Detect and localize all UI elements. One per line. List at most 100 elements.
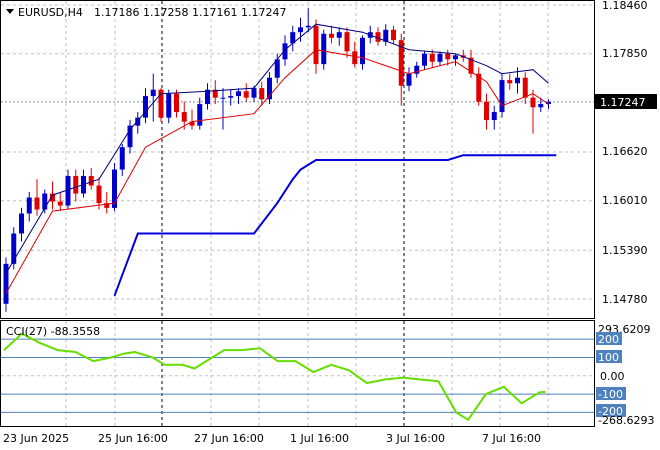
candle-body (383, 29, 389, 42)
candle-body (290, 32, 296, 44)
cci-title: CCI(27) -88.3558 (6, 325, 100, 338)
cci-zero-label: 0.00 (600, 370, 625, 383)
cci-level-label: -200 (598, 405, 623, 418)
cci-line (3, 332, 546, 422)
candle-body (321, 33, 327, 65)
candle-body (57, 201, 63, 206)
price-tick: 1.18460 (602, 0, 648, 12)
candle-body (50, 193, 55, 202)
cci-level-box (596, 350, 622, 363)
candle-body (34, 197, 40, 210)
candle-body (298, 27, 303, 33)
candle-body (429, 53, 435, 62)
candle-body (305, 25, 311, 28)
time-tick: 7 Jul 16:00 (482, 432, 541, 445)
candle-body (251, 88, 257, 98)
candle-body (181, 112, 187, 122)
candle-body (42, 193, 48, 210)
candle-body (546, 101, 551, 105)
candle-body (329, 33, 334, 38)
candle-body (243, 91, 249, 98)
candle-body (3, 263, 9, 304)
candle-body (96, 185, 102, 204)
candle-body (104, 203, 110, 208)
indicator-lines (5, 23, 557, 297)
candle-body (476, 73, 482, 102)
time-tick: 1 Jul 16:00 (290, 432, 349, 445)
candle-body (515, 77, 520, 84)
candle-body (166, 93, 172, 118)
candle-body (274, 59, 280, 78)
price-tick: 1.14780 (602, 293, 648, 306)
lower-band-line (5, 49, 549, 294)
candle-body (391, 29, 396, 41)
time-tick: 27 Jun 16:00 (194, 432, 264, 445)
candle-body (336, 32, 342, 38)
chart-symbol: EURUSD,H4 (18, 6, 83, 19)
cci-level-label: -100 (598, 388, 623, 401)
candle-body (259, 88, 265, 100)
candle-body (127, 125, 133, 148)
cci-level-label: 200 (598, 333, 619, 346)
candle-body (344, 32, 350, 52)
candle-body (375, 32, 381, 42)
candle-body (220, 97, 226, 99)
candle-body (135, 117, 141, 126)
time-tick: 3 Jul 16:00 (386, 432, 445, 445)
current-price-label: 1.17247 (600, 96, 646, 109)
candle-body (422, 53, 427, 66)
candle-body (522, 77, 528, 98)
candle-body (406, 73, 412, 86)
candle-body (491, 112, 497, 121)
candlestick-series[interactable] (3, 8, 552, 312)
price-tick: 1.16010 (602, 194, 648, 207)
candle-body (468, 57, 474, 74)
price-pane-frame (0, 0, 595, 319)
collapse-triangle-icon[interactable] (6, 9, 14, 14)
trailing-stop-line (113, 154, 557, 297)
candle-body (414, 65, 420, 74)
candle-body (112, 169, 117, 208)
ohlc-readout: 1.17186 1.17258 1.17161 1.17247 (94, 6, 286, 19)
cci-indicator (1, 332, 594, 422)
candle-body (205, 89, 210, 105)
candle-body (499, 80, 505, 113)
candle-body (236, 91, 241, 97)
price-tick: 1.16620 (602, 145, 648, 158)
cci-min-label: -268.6293 (598, 414, 654, 427)
cci-level-label: 100 (598, 351, 619, 364)
candle-body (143, 96, 148, 118)
candle-body (11, 233, 17, 264)
candle-body (282, 43, 288, 60)
candle-body (228, 96, 234, 98)
time-tick: 23 Jun 2025 (3, 432, 69, 445)
time-tick: 25 Jun 16:00 (98, 432, 168, 445)
candle-body (530, 97, 536, 108)
cci-level-box (596, 404, 626, 417)
candle-body (267, 77, 272, 100)
candle-body (26, 197, 32, 214)
upper-band-line (5, 23, 549, 274)
candle-body (19, 213, 24, 234)
candle-body (119, 147, 125, 170)
candle-body (313, 25, 319, 65)
candle-body (212, 89, 218, 98)
candle-body (88, 175, 94, 186)
candle-body (352, 51, 358, 65)
candle-body (484, 101, 489, 121)
candle-body (73, 175, 79, 194)
price-tick: 1.15390 (602, 244, 648, 257)
candle-body (197, 104, 203, 126)
candle-body (445, 53, 451, 60)
cci-level-box (596, 387, 626, 400)
candle-body (65, 175, 71, 206)
price-tick: 1.17850 (602, 47, 648, 60)
cci-pane-frame (0, 320, 595, 427)
candle-body (437, 53, 443, 62)
cci-level-box (596, 332, 622, 345)
candle-body (174, 93, 179, 113)
candle-body (189, 121, 195, 126)
candle-body (398, 40, 404, 86)
